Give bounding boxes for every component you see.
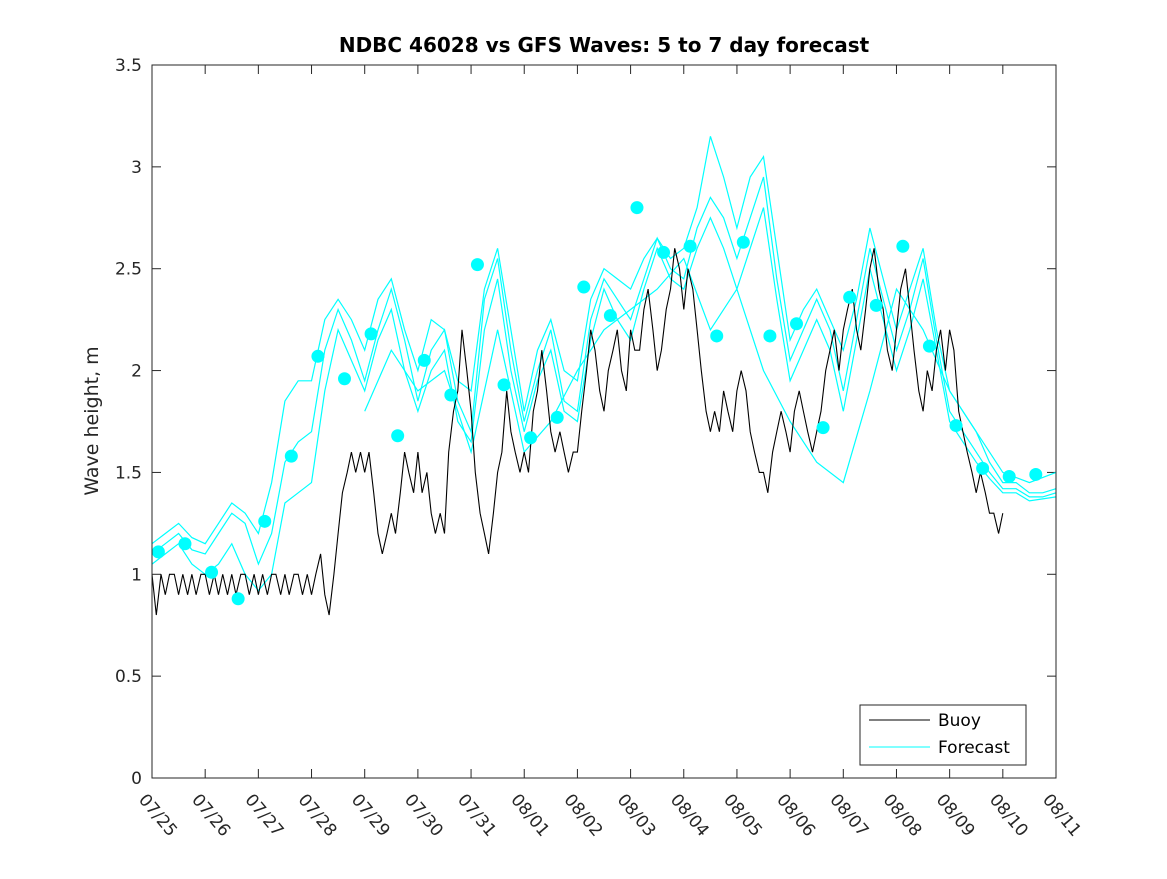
forecast-line-3 [151, 207, 1057, 592]
forecast-point [1029, 467, 1043, 481]
y-tick-label: 2 [131, 362, 142, 382]
y-axis-label: Wave height, m [81, 346, 103, 495]
y-tick-label: 3.5 [115, 56, 142, 76]
forecast-point [524, 431, 538, 445]
forecast-point [577, 280, 591, 294]
forecast-point [869, 298, 883, 312]
legend-box [859, 704, 1027, 766]
forecast-point [736, 235, 750, 249]
plot-frame [151, 64, 1057, 779]
plot-area [152, 65, 1056, 778]
forecast-point [231, 592, 245, 606]
y-tick-label: 3 [131, 158, 142, 178]
forecast-point [470, 258, 484, 272]
forecast-point [657, 245, 671, 259]
forecast-point [284, 449, 298, 463]
legend-label-buoy: Buoy [938, 711, 981, 731]
forecast-point [789, 317, 803, 331]
forecast-point [311, 349, 325, 363]
forecast-line-2 [151, 176, 1057, 566]
forecast-point [550, 410, 564, 424]
forecast-point [843, 290, 857, 304]
forecast-point [976, 461, 990, 475]
y-tick-label: 0 [131, 769, 142, 789]
forecast-point [949, 419, 963, 433]
legend: Buoy Forecast [859, 704, 1027, 766]
forecast-point [364, 327, 378, 341]
forecast-line-4 [364, 257, 1057, 484]
forecast-point [630, 201, 644, 215]
forecast-point [922, 339, 936, 353]
forecast-point [710, 329, 724, 343]
y-tick-label: 1.5 [115, 463, 142, 483]
buoy-line [151, 248, 1004, 616]
forecast-point [151, 545, 165, 559]
forecast-point [391, 429, 405, 443]
forecast-point [258, 514, 272, 528]
y-tick-label: 2.5 [115, 260, 142, 280]
forecast-point [763, 329, 777, 343]
forecast-point [178, 537, 192, 551]
forecast-point [417, 353, 431, 367]
forecast-point [205, 565, 219, 579]
series-layer [151, 136, 1057, 616]
forecast-point [816, 421, 830, 435]
forecast-point [444, 388, 458, 402]
legend-label-forecast: Forecast [938, 738, 1010, 758]
forecast-points-layer [151, 201, 1043, 606]
forecast-point [896, 239, 910, 253]
forecast-point [683, 239, 697, 253]
forecast-point [1002, 470, 1016, 484]
y-tick-label: 0.5 [115, 667, 142, 687]
chart-title: NDBC 46028 vs GFS Waves: 5 to 7 day fore… [339, 33, 870, 57]
y-tick-label: 1 [131, 565, 142, 585]
forecast-point [337, 372, 351, 386]
forecast-point [603, 309, 617, 323]
forecast-point [497, 378, 511, 392]
